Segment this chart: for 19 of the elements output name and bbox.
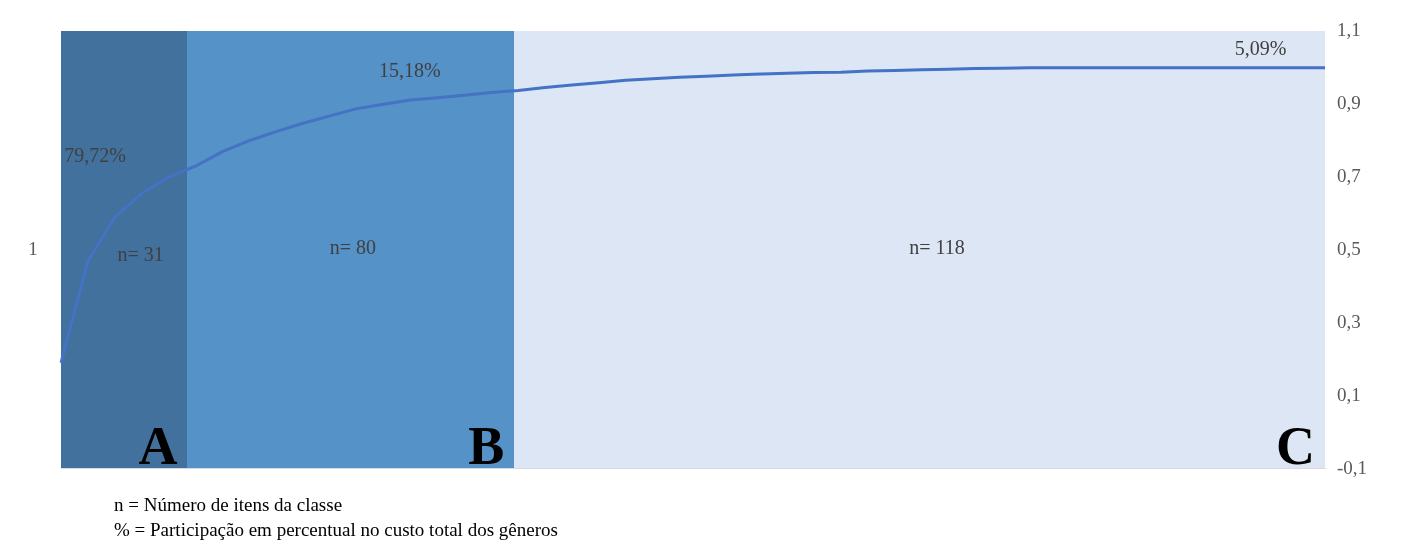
y-tick-label: 0,5: [1337, 237, 1361, 259]
annotation: n= 118: [909, 236, 965, 259]
y-tick-label: 0,9: [1337, 92, 1361, 114]
annotation: n= 31: [117, 243, 164, 266]
annotation: A: [138, 415, 178, 476]
y-tick-label: -0,1: [1337, 456, 1368, 478]
annotation: 79,72%: [64, 144, 126, 167]
text: n = Número de itens da classe: [114, 493, 344, 517]
y-tick-label: 0,7: [1337, 165, 1361, 187]
text: 1: [28, 237, 38, 259]
text: % = Participação em percentual no custo total dos gêneros: [114, 518, 559, 542]
y-tick-label: 0,1: [1337, 383, 1361, 405]
annotation: B: [468, 415, 505, 476]
annotation: 15,18%: [379, 59, 441, 82]
y-tick-label: 1,1: [1337, 19, 1361, 41]
y-tick-label: 0,3: [1337, 310, 1361, 332]
annotation: 5,09%: [1234, 37, 1287, 60]
annotation: n= 80: [329, 236, 377, 259]
annotation: C: [1275, 415, 1315, 476]
